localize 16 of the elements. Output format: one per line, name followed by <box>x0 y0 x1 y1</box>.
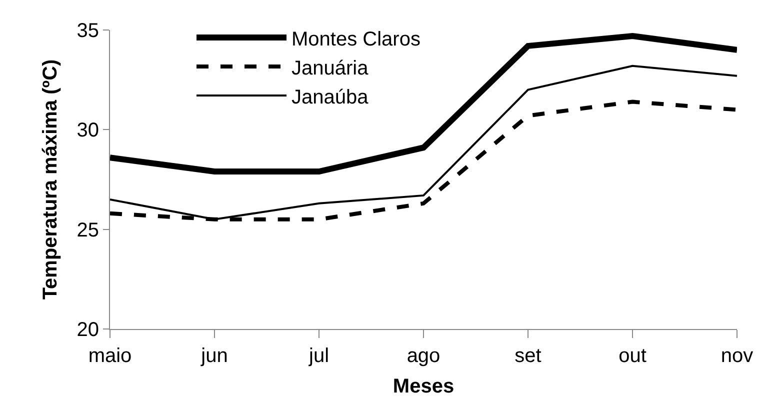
legend-label: Januária <box>292 57 370 80</box>
x-tick-label: nov <box>720 345 754 367</box>
y-tick-label: 20 <box>76 319 99 341</box>
y-tick-label: 30 <box>76 120 99 142</box>
x-tick-label: set <box>514 345 542 367</box>
y-tick-label: 25 <box>76 219 99 242</box>
y-tick-label: 35 <box>76 20 99 42</box>
legend-label: Montes Claros <box>292 28 420 50</box>
x-tick-label: jun <box>200 345 228 367</box>
x-tick-label: out <box>618 345 647 367</box>
legend-label: Janaúba <box>292 86 370 108</box>
x-axis-title: Meses <box>392 376 454 398</box>
x-tick-label: maio <box>88 345 132 367</box>
y-axis-title: Temperatura máxima (ºC) <box>39 59 62 300</box>
x-tick-label: ago <box>406 345 440 367</box>
x-tick-label: jul <box>308 345 330 367</box>
